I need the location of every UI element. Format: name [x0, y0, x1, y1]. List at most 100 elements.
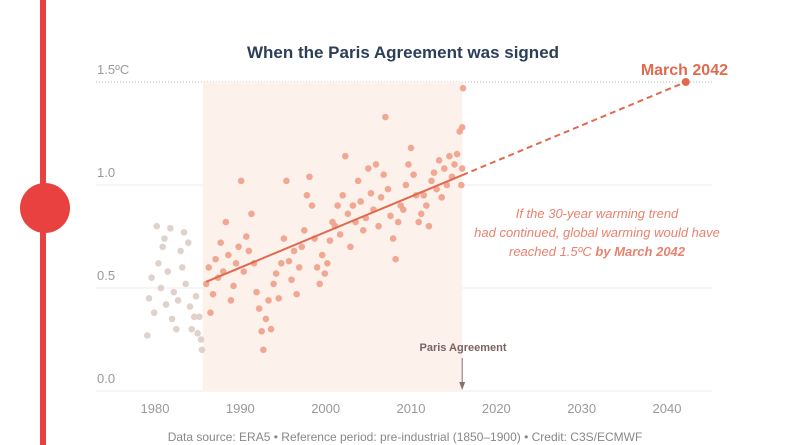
data-point	[243, 233, 250, 240]
data-point	[290, 247, 298, 255]
data-point	[170, 288, 178, 296]
chart-title: When the Paris Agreement was signed	[247, 43, 559, 62]
data-point	[245, 247, 253, 255]
data-point	[265, 297, 272, 304]
data-point	[182, 280, 190, 288]
data-point	[230, 282, 237, 290]
trend-end-label: March 2042	[641, 62, 728, 79]
data-point	[341, 152, 349, 160]
data-point	[384, 185, 392, 193]
y-tick-label: 1.5ºC	[97, 62, 129, 77]
data-point	[196, 313, 203, 321]
x-tick-label: 2040	[653, 401, 682, 416]
data-point	[402, 181, 410, 189]
data-point	[260, 346, 267, 354]
data-point	[293, 290, 300, 298]
data-point	[298, 243, 306, 251]
data-point	[458, 165, 466, 172]
data-point	[177, 247, 184, 255]
x-tick-label: 2030	[567, 401, 596, 416]
data-point	[235, 243, 242, 251]
x-tick-label: 2020	[482, 401, 511, 416]
annotation-line-3: reached 1.5ºC by March 2042	[509, 244, 686, 259]
data-point	[354, 177, 362, 185]
data-point	[148, 274, 155, 282]
data-point	[425, 222, 433, 230]
data-point	[446, 152, 453, 160]
data-point	[277, 259, 285, 267]
trend-end-point	[681, 78, 690, 86]
data-point	[349, 202, 357, 209]
data-point	[357, 198, 364, 205]
data-point	[458, 124, 466, 131]
data-point	[336, 231, 344, 238]
data-point	[339, 192, 347, 199]
data-point	[162, 301, 170, 308]
data-point	[205, 264, 213, 271]
data-point	[180, 229, 188, 236]
x-tick-label: 2010	[397, 401, 426, 416]
data-point	[407, 144, 415, 152]
y-tick-label: 0.5	[97, 268, 115, 283]
data-point	[387, 212, 394, 220]
data-point	[280, 235, 288, 242]
data-point	[440, 165, 448, 172]
data-point	[190, 313, 198, 321]
data-point	[443, 181, 451, 189]
data-point	[344, 210, 352, 218]
data-point	[157, 284, 165, 292]
data-point	[161, 235, 168, 242]
data-point	[217, 239, 225, 246]
data-point	[153, 222, 161, 230]
data-point	[209, 290, 217, 298]
data-point	[168, 315, 176, 323]
data-point	[301, 227, 308, 234]
data-point	[394, 218, 402, 226]
paris-agreement-label: Paris Agreement	[419, 342, 506, 354]
timeline-marker[interactable]	[20, 183, 70, 233]
data-point	[377, 194, 385, 201]
data-point	[347, 243, 354, 251]
data-point	[202, 280, 210, 288]
y-tick-label: 1.0	[97, 165, 115, 180]
annotation-line-2: had continued, global warming would have	[474, 225, 720, 240]
data-point	[372, 161, 380, 168]
data-point	[306, 173, 313, 181]
data-point	[303, 192, 311, 199]
data-point	[367, 189, 375, 197]
data-point	[435, 156, 443, 164]
data-point	[324, 259, 331, 267]
data-point	[285, 257, 293, 265]
x-tick-label: 1990	[226, 401, 255, 416]
data-point	[359, 227, 367, 234]
data-point	[438, 194, 446, 201]
data-point	[267, 325, 275, 333]
data-point	[184, 239, 192, 246]
data-point	[159, 243, 166, 251]
data-point	[318, 251, 326, 259]
data-point	[186, 303, 194, 310]
data-point	[262, 315, 270, 323]
data-point	[382, 113, 389, 121]
data-point	[227, 297, 235, 304]
x-tick-label: 2000	[311, 401, 340, 416]
data-point	[405, 161, 412, 168]
arrow-down-icon	[459, 382, 466, 390]
data-point	[167, 224, 174, 232]
data-point	[283, 177, 290, 185]
data-point	[192, 292, 200, 300]
data-point	[255, 305, 263, 312]
data-point	[326, 237, 334, 244]
data-point	[188, 325, 195, 333]
data-point	[375, 222, 382, 230]
data-point	[222, 218, 230, 226]
data-point	[410, 171, 417, 178]
data-point	[288, 276, 295, 284]
data-point	[451, 161, 458, 168]
y-tick-label: 0.0	[97, 371, 115, 386]
data-point	[144, 332, 151, 339]
data-point	[275, 295, 283, 302]
data-point	[258, 327, 265, 335]
data-point	[179, 264, 186, 271]
